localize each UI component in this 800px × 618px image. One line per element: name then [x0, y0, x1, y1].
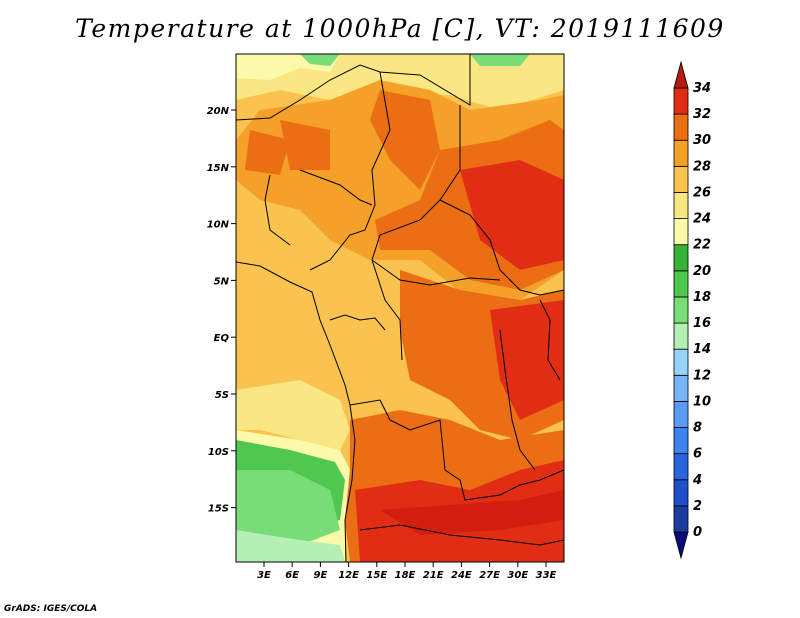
colorbar-bin — [673, 113, 689, 141]
lat-tick-label: 20N — [207, 106, 230, 117]
lat-tick-label: 15S — [208, 504, 229, 515]
latitude-axis: 20N 15N 10N 5N EQ 5S 10S 15S — [207, 106, 236, 515]
lon-tick-label: 9E — [314, 570, 328, 581]
lat-tick-label: 15N — [207, 163, 230, 174]
lat-tick-label: 5S — [215, 390, 229, 401]
lon-tick-label: 21E — [423, 570, 444, 581]
lon-tick-label: 27E — [479, 570, 500, 581]
colorbar-bin — [673, 427, 689, 455]
lon-tick-label: 30E — [507, 570, 528, 581]
colorbar-bin — [673, 505, 689, 533]
colorbar-label: 16 — [693, 316, 711, 331]
colorbar-label: 14 — [693, 342, 711, 357]
colorbar-bin — [673, 165, 689, 193]
longitude-axis: 3E 6E 9E 12E 15E 18E 21E 24E 27E 30E 33E — [257, 562, 557, 581]
colorbar-bin — [673, 87, 689, 115]
colorbar-bin — [673, 60, 689, 89]
lon-tick-label: 24E — [451, 570, 472, 581]
map-title: Temperature at 1000hPa [C], VT: 20191116… — [75, 14, 725, 43]
lat-tick-label: EQ — [214, 333, 230, 344]
lat-tick-label: 5N — [214, 276, 230, 287]
colorbar-bin — [673, 270, 689, 298]
lon-tick-label: 3E — [257, 570, 271, 581]
colorbar-label: 30 — [693, 133, 711, 148]
lon-tick-label: 33E — [536, 570, 557, 581]
colorbar-bin — [673, 479, 689, 507]
colorbar-bin — [673, 531, 689, 560]
colorbar-label: 2 — [693, 499, 702, 514]
colorbar-bin — [673, 348, 689, 376]
lat-tick-label: 10N — [207, 220, 230, 231]
colorbar-label: 8 — [693, 421, 702, 436]
temperature-field — [236, 54, 564, 562]
colorbar-label: 34 — [693, 81, 711, 96]
colorbar-label: 22 — [693, 238, 711, 253]
lon-tick-label: 18E — [395, 570, 416, 581]
colorbar-bin — [673, 453, 689, 481]
colorbar-label: 20 — [693, 264, 711, 279]
lon-tick-label: 15E — [366, 570, 387, 581]
colorbar-label: 12 — [693, 368, 711, 383]
colorbar-label: 4 — [692, 473, 702, 488]
footer-credit: GrADS: IGES/COLA — [4, 604, 98, 614]
colorbar-label: 32 — [693, 107, 711, 122]
colorbar-label: 0 — [693, 525, 702, 540]
colorbar-bin — [673, 218, 689, 246]
colorbar-label: 18 — [693, 290, 711, 305]
lon-tick-label: 12E — [338, 570, 359, 581]
colorbar-bin — [673, 401, 689, 428]
colorbar-bin — [673, 322, 689, 350]
colorbar-label: 6 — [693, 447, 702, 462]
lon-tick-label: 6E — [285, 570, 299, 581]
map-frame — [235, 53, 565, 563]
colorbar-bin — [673, 374, 689, 402]
colorbar-label: 26 — [693, 185, 711, 200]
colorbar-label: 24 — [693, 212, 711, 227]
colorbar-label: 10 — [693, 394, 711, 409]
colorbar-bin — [673, 244, 689, 272]
colorbar-bin — [673, 139, 689, 167]
lat-tick-label: 10S — [208, 447, 229, 458]
country-borders — [236, 54, 564, 562]
colorbar-bin — [673, 296, 689, 324]
colorbar-bin — [673, 192, 689, 219]
colorbar-label: 28 — [693, 159, 711, 174]
